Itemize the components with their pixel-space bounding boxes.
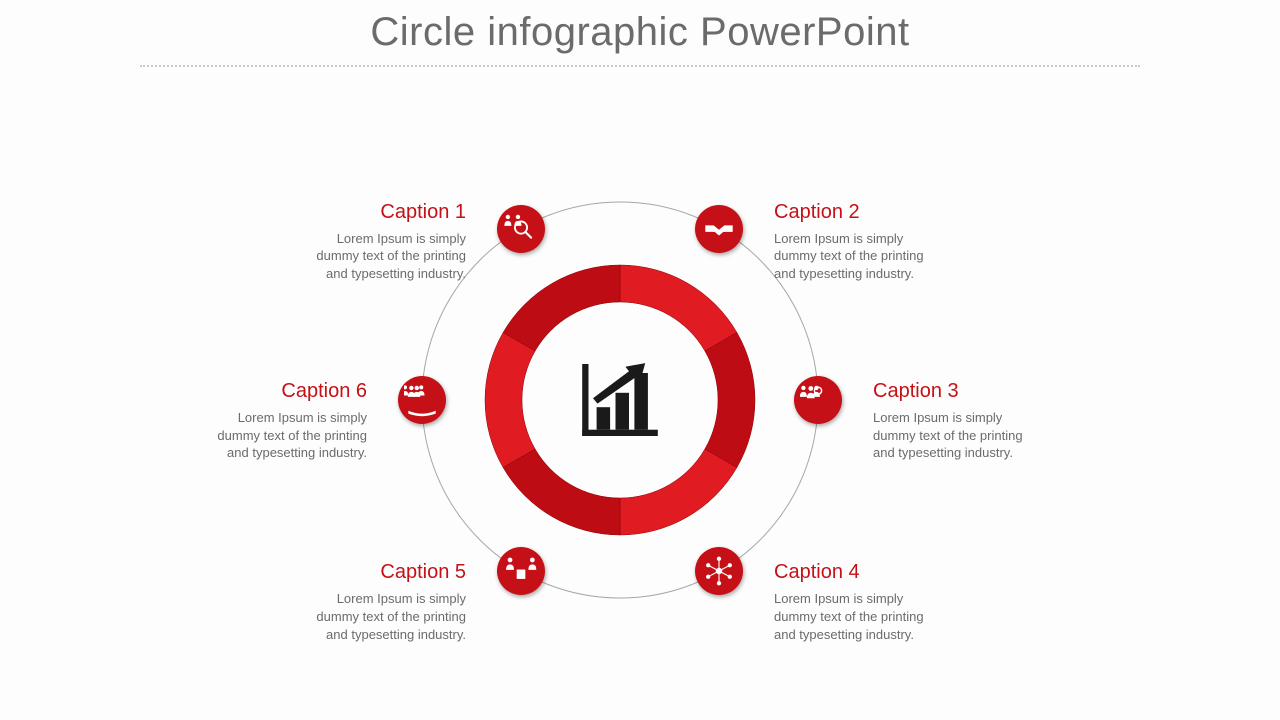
caption-title: Caption 3: [873, 380, 1088, 403]
ring-segment: [503, 265, 620, 351]
slide: Circle infographic PowerPoint Caption 2L…: [0, 0, 1280, 720]
ring-segment: [620, 449, 737, 535]
caption-title: Caption 4: [774, 561, 989, 584]
ring-segment: [503, 449, 620, 535]
caption-body: Lorem Ipsum is simply dummy text of the …: [251, 590, 466, 643]
caption-body: Lorem Ipsum is simply dummy text of the …: [774, 590, 989, 643]
caption-block-6: Caption 1 Lorem Ipsum is simply dummy tex…: [251, 201, 466, 283]
caption-block-5: Caption 6 Lorem Ipsum is simply dummy tex…: [152, 380, 367, 462]
caption-title: Caption 2: [774, 201, 989, 224]
node-team-idea-icon: [794, 376, 842, 424]
center-chart-icon: [575, 355, 665, 445]
node-network-icon: [695, 547, 743, 595]
caption-title: Caption 5: [251, 561, 466, 584]
caption-title: Caption 1: [251, 201, 466, 224]
node-handshake-icon: [695, 205, 743, 253]
caption-body: Lorem Ipsum is simply dummy text of the …: [152, 409, 367, 462]
node-meeting-icon: [497, 547, 545, 595]
caption-block-1: Caption 2 Lorem Ipsum is simply dummy tex…: [774, 201, 989, 283]
caption-body: Lorem Ipsum is simply dummy text of the …: [873, 409, 1088, 462]
caption-block-2: Caption 3 Lorem Ipsum is simply dummy tex…: [873, 380, 1088, 462]
caption-title: Caption 6: [152, 380, 367, 403]
ring-segment: [485, 333, 535, 468]
ring-segment: [620, 265, 737, 351]
caption-body: Lorem Ipsum is simply dummy text of the …: [251, 230, 466, 283]
caption-block-3: Caption 4 Lorem Ipsum is simply dummy tex…: [774, 561, 989, 643]
node-audience-icon: [398, 376, 446, 424]
ring-segment: [705, 333, 755, 468]
caption-body: Lorem Ipsum is simply dummy text of the …: [774, 230, 989, 283]
caption-block-4: Caption 5 Lorem Ipsum is simply dummy tex…: [251, 561, 466, 643]
node-search-people-icon: [497, 205, 545, 253]
